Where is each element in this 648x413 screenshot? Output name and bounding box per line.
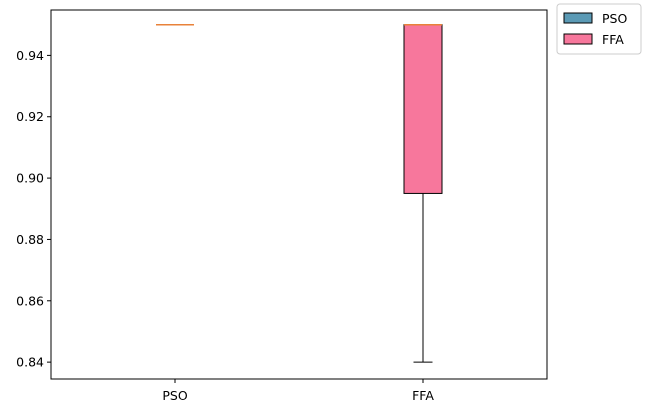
y-tick-label: 0.94 bbox=[16, 48, 44, 63]
legend-label-pso: PSO bbox=[602, 11, 627, 26]
legend-swatch-pso bbox=[563, 12, 593, 24]
y-tick-label: 0.88 bbox=[16, 232, 44, 247]
y-tick-label: 0.86 bbox=[16, 293, 44, 308]
box-body bbox=[403, 24, 443, 194]
y-tick-label: 0.90 bbox=[16, 171, 44, 186]
box-ffa bbox=[403, 23, 443, 363]
legend-frame bbox=[556, 3, 642, 55]
y-tick-label: 0.92 bbox=[16, 109, 44, 124]
y-tick-label: 0.84 bbox=[16, 355, 44, 370]
legend: PSO FFA bbox=[556, 3, 642, 55]
legend-swatch-ffa bbox=[563, 33, 593, 45]
x-tick-label: PSO bbox=[162, 388, 187, 403]
x-tick-label: FFA bbox=[412, 388, 434, 403]
legend-label-ffa: FFA bbox=[602, 32, 624, 47]
plot-frame bbox=[50, 9, 548, 380]
